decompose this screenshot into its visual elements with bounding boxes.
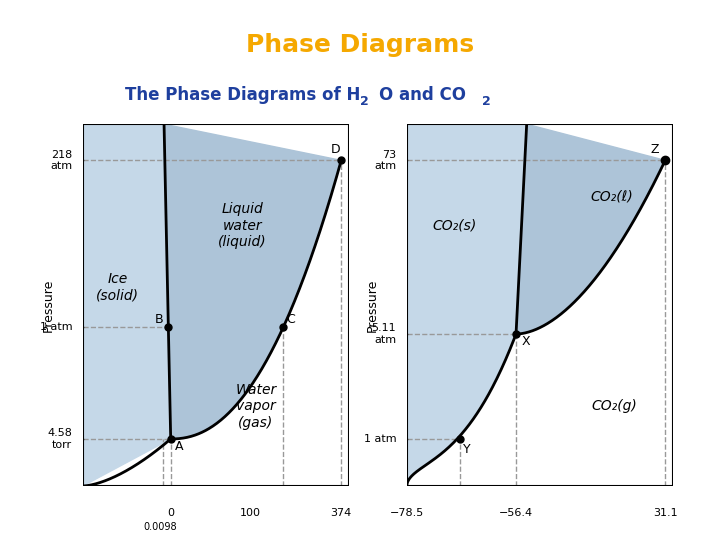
Text: CO₂(s): CO₂(s) — [433, 219, 477, 233]
Text: Liquid
water
(liquid): Liquid water (liquid) — [218, 202, 267, 249]
Text: C: C — [286, 313, 295, 326]
Text: CO₂(g): CO₂(g) — [592, 400, 637, 414]
Text: Y: Y — [463, 443, 470, 456]
Text: X: X — [521, 335, 530, 348]
Text: 218
atm: 218 atm — [50, 150, 72, 171]
Text: Water
vapor
(gas): Water vapor (gas) — [235, 383, 276, 430]
Text: 1 atm: 1 atm — [40, 322, 72, 332]
Text: 5.11
atm: 5.11 atm — [372, 323, 396, 345]
Text: D: D — [330, 143, 340, 156]
Polygon shape — [83, 124, 171, 486]
Text: O and CO: O and CO — [379, 85, 467, 104]
Text: Ice
(solid): Ice (solid) — [96, 272, 139, 302]
Text: 2: 2 — [360, 95, 369, 108]
Text: 0: 0 — [167, 508, 174, 518]
Polygon shape — [407, 124, 526, 486]
Text: Z: Z — [651, 143, 659, 156]
Text: −78.5: −78.5 — [390, 508, 424, 518]
Text: 1 atm: 1 atm — [364, 434, 396, 444]
Polygon shape — [516, 124, 665, 334]
Text: 73
atm: 73 atm — [374, 150, 396, 171]
Text: −56.4: −56.4 — [499, 508, 533, 518]
Text: 374: 374 — [330, 508, 352, 518]
Text: 0.0098: 0.0098 — [143, 522, 177, 532]
Text: 2: 2 — [482, 95, 490, 108]
Text: The Phase Diagrams of H: The Phase Diagrams of H — [125, 85, 360, 104]
Text: B: B — [155, 313, 163, 326]
Text: Pressure: Pressure — [366, 279, 379, 332]
Text: Pressure: Pressure — [42, 279, 55, 332]
Text: CO₂(ℓ): CO₂(ℓ) — [590, 190, 634, 204]
Polygon shape — [164, 124, 341, 439]
Text: Phase Diagrams: Phase Diagrams — [246, 32, 474, 57]
Text: 31.1: 31.1 — [653, 508, 678, 518]
Text: 4.58
torr: 4.58 torr — [48, 428, 72, 450]
Text: 100: 100 — [240, 508, 261, 518]
Text: A: A — [175, 440, 183, 453]
